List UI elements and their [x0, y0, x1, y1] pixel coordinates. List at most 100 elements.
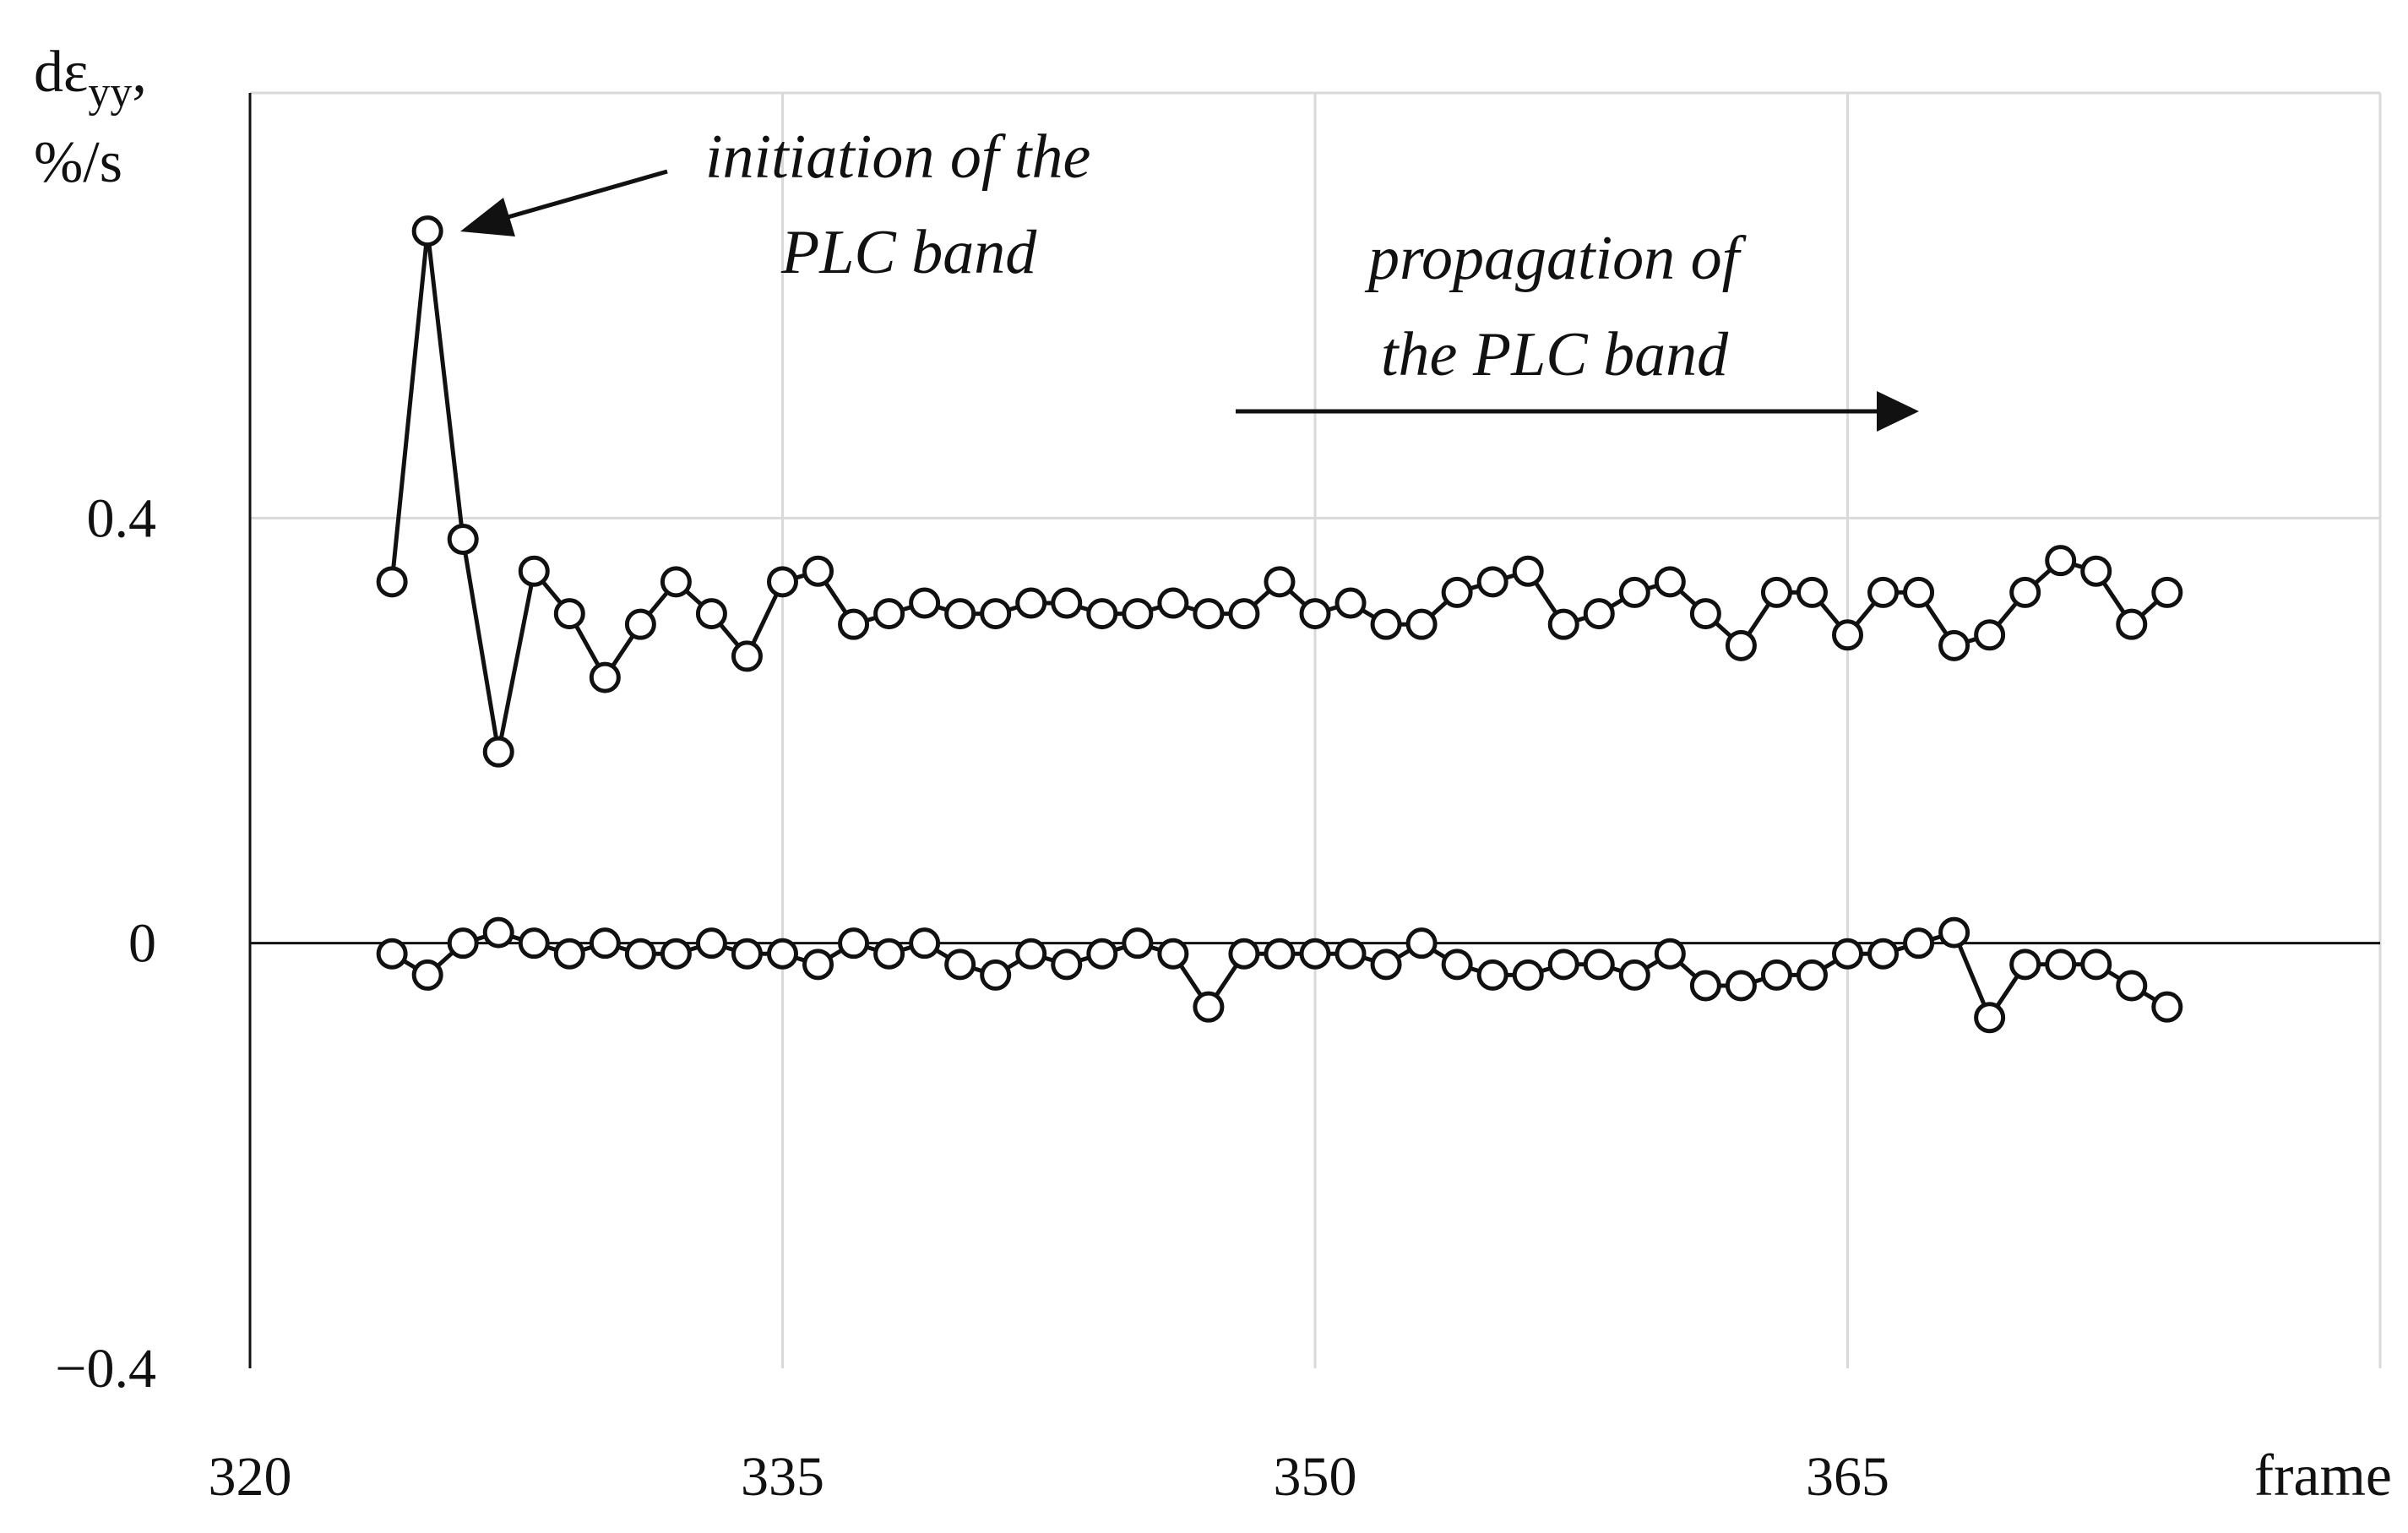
data-point — [376, 938, 408, 970]
data-point — [2080, 949, 2112, 981]
data-point — [1370, 608, 1402, 640]
data-point — [731, 640, 763, 672]
data-point — [2045, 545, 2077, 577]
data-point — [624, 938, 656, 970]
data-point — [1051, 949, 1083, 981]
data-point — [695, 598, 727, 630]
y-axis-label-sub: yy — [88, 68, 132, 117]
annotation-initiation-line2: PLC band — [780, 218, 1037, 287]
data-point — [695, 927, 727, 959]
data-point — [1832, 938, 1863, 970]
data-point — [1867, 938, 1900, 970]
data-point — [2116, 608, 2148, 640]
annotation-initiation-line1: initiation of the — [705, 122, 1090, 192]
data-point — [1583, 949, 1615, 981]
data-point — [1334, 938, 1367, 970]
data-point — [1441, 576, 1473, 608]
data-point — [802, 555, 834, 587]
data-point — [1264, 566, 1296, 598]
data-point — [1689, 970, 1721, 1002]
data-point — [767, 938, 798, 970]
data-point — [1157, 938, 1189, 970]
initiation-arrow-head — [460, 198, 515, 236]
annotation-propagation-line1: propagation of — [1364, 224, 1748, 293]
data-point — [589, 927, 621, 959]
data-point — [1867, 576, 1900, 608]
data-point — [553, 598, 585, 630]
x-tick-label: 320 — [209, 1446, 292, 1508]
data-point — [838, 927, 870, 959]
data-point — [2080, 555, 2112, 587]
data-point — [1654, 566, 1686, 598]
y-tick-label: 0 — [128, 913, 156, 975]
data-point — [1547, 608, 1579, 640]
data-point — [2116, 970, 2148, 1002]
data-point — [624, 608, 656, 640]
data-point — [660, 566, 692, 598]
data-point — [1122, 927, 1154, 959]
data-point — [589, 661, 621, 693]
data-point — [376, 566, 408, 598]
data-point — [1015, 938, 1047, 970]
data-point — [1015, 587, 1047, 619]
data-point — [1193, 991, 1225, 1023]
data-point — [1476, 566, 1508, 598]
y-axis-label-main: dε — [34, 40, 88, 105]
y-axis-label: dεyy, — [34, 40, 147, 117]
data-point — [838, 608, 870, 640]
data-point — [1299, 938, 1331, 970]
data-point — [1122, 598, 1154, 630]
data-point — [909, 927, 941, 959]
data-point — [1086, 938, 1118, 970]
data-point — [1157, 587, 1189, 619]
data-point — [1405, 608, 1438, 640]
data-point — [1476, 959, 1508, 991]
y-tick-labels: 0.4 0 −0.4 — [55, 487, 156, 1400]
data-point — [909, 587, 941, 619]
data-point — [1264, 938, 1296, 970]
data-point — [1334, 587, 1367, 619]
data-point — [873, 598, 905, 630]
x-tick-label: 365 — [1806, 1446, 1889, 1508]
data-point — [2009, 576, 2041, 608]
data-point — [411, 959, 443, 991]
data-point — [660, 938, 692, 970]
data-point — [411, 215, 443, 247]
annotation-propagation-line2: the PLC band — [1381, 320, 1729, 389]
data-point — [2151, 991, 2183, 1023]
data-point — [2151, 576, 2183, 608]
x-tick-labels: 320 335 350 365 — [209, 1446, 1890, 1508]
y-axis-label-suffix: , — [132, 40, 147, 105]
data-point — [518, 927, 550, 959]
data-point — [980, 959, 1012, 991]
data-point — [980, 598, 1012, 630]
data-point — [1618, 959, 1650, 991]
data-point — [2045, 949, 2077, 981]
data-point — [1796, 576, 1828, 608]
data-point — [1228, 938, 1260, 970]
data-point — [447, 524, 479, 555]
data-point — [1689, 598, 1721, 630]
data-point — [1228, 598, 1260, 630]
data-point — [1760, 576, 1792, 608]
data-point — [944, 949, 976, 981]
data-point — [1370, 949, 1402, 981]
data-point — [1441, 949, 1473, 981]
data-point — [731, 938, 763, 970]
data-point — [1193, 598, 1225, 630]
y-axis-label-unit: %/s — [34, 130, 122, 195]
data-point — [1725, 629, 1757, 661]
data-point — [1974, 619, 2006, 651]
propagation-arrow-head — [1877, 391, 1919, 432]
data-point — [1051, 587, 1083, 619]
data-point — [1725, 970, 1757, 1002]
data-point — [2009, 949, 2041, 981]
data-point — [1547, 949, 1579, 981]
x-axis-label: frame — [2254, 1443, 2392, 1509]
data-point — [1618, 576, 1650, 608]
y-tick-label: 0.4 — [87, 487, 157, 549]
series-group — [376, 215, 2183, 1034]
data-point — [873, 938, 905, 970]
data-point — [767, 566, 798, 598]
